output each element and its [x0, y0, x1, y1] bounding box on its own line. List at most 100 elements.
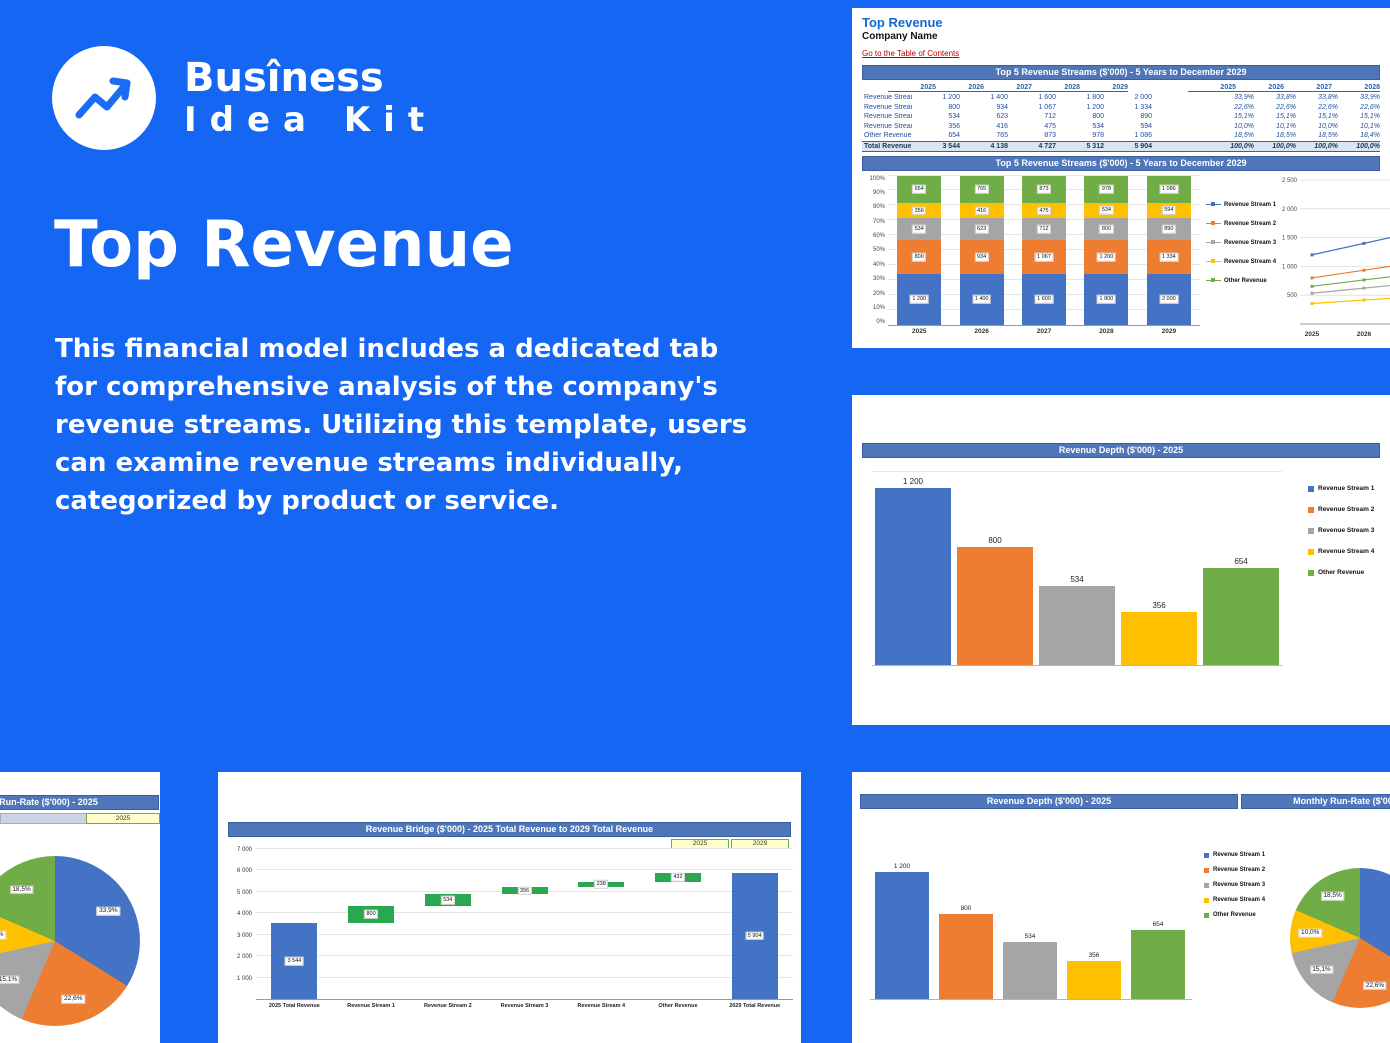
total-bar: 5 904: [731, 872, 778, 999]
pie-label: 10,0%: [0, 930, 6, 940]
bar-value-label: 1 200: [902, 477, 924, 486]
legend-item: Revenue Stream 2: [1204, 867, 1265, 873]
row-label: Total Revenue: [864, 142, 912, 150]
legend-label: Revenue Stream 1: [1224, 201, 1277, 208]
stacked-bar: 1 800 1 200 800 534 978: [1084, 175, 1129, 325]
depth-chart-title-band: Revenue Depth ($'000) - 2025: [862, 443, 1380, 458]
revenue-table: 2025 2026 2027 2028 2029 2025 2026 2027 2028 Reve…: [862, 82, 1380, 152]
depth-chart-title: Revenue Depth ($'000) - 2025: [1058, 445, 1184, 455]
depth-chart-title-band: Revenue Depth ($'000) - 2025: [860, 794, 1238, 809]
toc-link[interactable]: Go to the Table of Contents: [862, 49, 960, 58]
segment-label: 1 200: [909, 295, 929, 304]
data-marker: [1310, 301, 1314, 305]
bar-segment: 1 067: [1022, 240, 1067, 275]
bar-segment: 1 600: [1022, 274, 1067, 325]
bar-column: 1 200 800 534 356 654: [888, 175, 950, 325]
table-row: Revenue Stream 2 800 934 1 067 1 200 1 334 22,…: [862, 103, 1380, 113]
other-revenue-legend-icon: [1206, 278, 1221, 282]
bar-value-label: 800: [988, 536, 1002, 545]
legend-marker: [1211, 221, 1215, 225]
pct-cell: 33,9%: [1360, 94, 1380, 102]
value-cell: 765: [996, 132, 1008, 140]
data-marker: [1310, 291, 1314, 295]
pie-label: 22,6%: [61, 994, 85, 1004]
table-row: Revenue Stream 1 1 200 1 400 1 600 1 800 2 00…: [862, 93, 1380, 103]
bar-segment: 654: [897, 175, 942, 204]
segment-label: 1 067: [1034, 253, 1054, 262]
segment-label: 475: [1036, 206, 1052, 215]
legend-item: Revenue Stream 4: [1204, 897, 1265, 903]
legend-marker: [1211, 259, 1215, 263]
data-marker: [1362, 286, 1366, 290]
delta-bar: 432: [654, 872, 701, 882]
bar-segment: 1 200: [897, 274, 942, 325]
pct-cell: 33,9%: [1234, 94, 1254, 102]
bar-segment: 873: [1022, 175, 1067, 204]
value-cell: 873: [1044, 132, 1056, 140]
data-marker: [1310, 252, 1314, 256]
table-row: Total Revenue 3 544 4 138 4 727 5 312 5 904 10…: [862, 140, 1380, 152]
revenue-stream-3-legend-swatch: [1204, 882, 1209, 888]
bar: [1003, 942, 1057, 999]
bar-group: 1 200: [872, 472, 954, 665]
revenue-bridge-panel: Revenue Bridge ($'000) - 2025 Total Reve…: [218, 772, 801, 1043]
segment-label: 1 400: [972, 295, 991, 304]
y-tick: 70%: [872, 218, 885, 225]
x-label: Revenue Stream 2: [423, 1003, 472, 1009]
table-title: Top 5 Revenue Streams ($'000) - 5 Years …: [995, 67, 1247, 77]
bar-segment: 890: [1146, 217, 1191, 241]
bar-value-label: 534: [1024, 933, 1036, 940]
y-tick: 7 000: [236, 847, 252, 853]
segment-label: 712: [1036, 224, 1052, 234]
bar: [1121, 612, 1197, 665]
legend-label: Other Revenue: [1318, 569, 1365, 576]
row-label: Other Revenue: [864, 132, 912, 140]
bar-value-label: 432: [670, 872, 686, 882]
segment-label: 416: [974, 206, 989, 215]
y-tick: 10%: [872, 305, 885, 312]
value-cell: 1 800: [1086, 94, 1104, 102]
x-axis-labels: 2025 Total Revenue Revenue Stream 1 Revenu…: [256, 1000, 793, 1009]
pct-cell: 10,0%: [1318, 122, 1338, 130]
x-label: 2025: [911, 327, 927, 335]
pct-cell: 18,5%: [1276, 132, 1296, 140]
year-selector[interactable]: 2025: [86, 813, 160, 824]
bar: [939, 914, 993, 999]
legend-item: Revenue Stream 4: [1206, 258, 1277, 265]
data-marker: [1362, 298, 1366, 302]
segment-label: 1 600: [1034, 295, 1054, 304]
y-tick: 1 000: [236, 975, 252, 982]
table-row: Revenue Stream 3 534 623 712 800 890 15,1% 15,1…: [862, 112, 1380, 122]
y-tick: 4 000: [236, 911, 252, 918]
bar-segment: 1 400: [959, 274, 1004, 325]
value-cell: 1 067: [1038, 103, 1056, 111]
row-label: Revenue Stream 2: [864, 103, 912, 111]
pct-cell: 18,5%: [1318, 132, 1338, 140]
bar-group: 534: [1036, 472, 1118, 665]
pct-year-header: 2026: [1236, 84, 1284, 92]
revenue-stream-2-legend-swatch: [1204, 867, 1209, 873]
bar-segment: 1 800: [1084, 274, 1129, 325]
legend-label: Revenue Stream 4: [1318, 548, 1375, 555]
pct-cell: 22,6%: [1318, 103, 1338, 111]
bar: [875, 872, 929, 999]
chart-legend: Revenue Stream 1 Revenue Stream 2 Revenue …: [1200, 176, 1277, 340]
delta-bar: 534: [424, 894, 471, 906]
chart-legend: Revenue Stream 1 Revenue Stream 2 Revenue …: [1204, 852, 1265, 927]
row-label: Revenue Stream 4: [864, 122, 912, 130]
bar-group: 654: [1200, 472, 1282, 665]
segment-label: 2 000: [1159, 295, 1179, 304]
legend-item: Revenue Stream 1: [1308, 485, 1374, 492]
legend-label: Revenue Stream 4: [1224, 258, 1277, 265]
segment-label: 1 800: [1097, 295, 1116, 304]
other-revenue-legend-swatch: [1204, 912, 1209, 918]
segment-label: 1 334: [1159, 252, 1179, 262]
bar-segment: 765: [959, 175, 1004, 204]
legend-label: Other Revenue: [1224, 277, 1267, 284]
bar-column: 1 600 1 067 712 475 873: [1013, 175, 1075, 325]
bar-value-label: 3 544: [284, 956, 304, 966]
value-cell: 623: [996, 113, 1008, 121]
bar-value-label: 654: [1152, 921, 1164, 928]
table-title-band: Top 5 Revenue Streams ($'000) - 5 Years …: [862, 65, 1380, 80]
legend-label: Revenue Stream 3: [1213, 882, 1266, 888]
